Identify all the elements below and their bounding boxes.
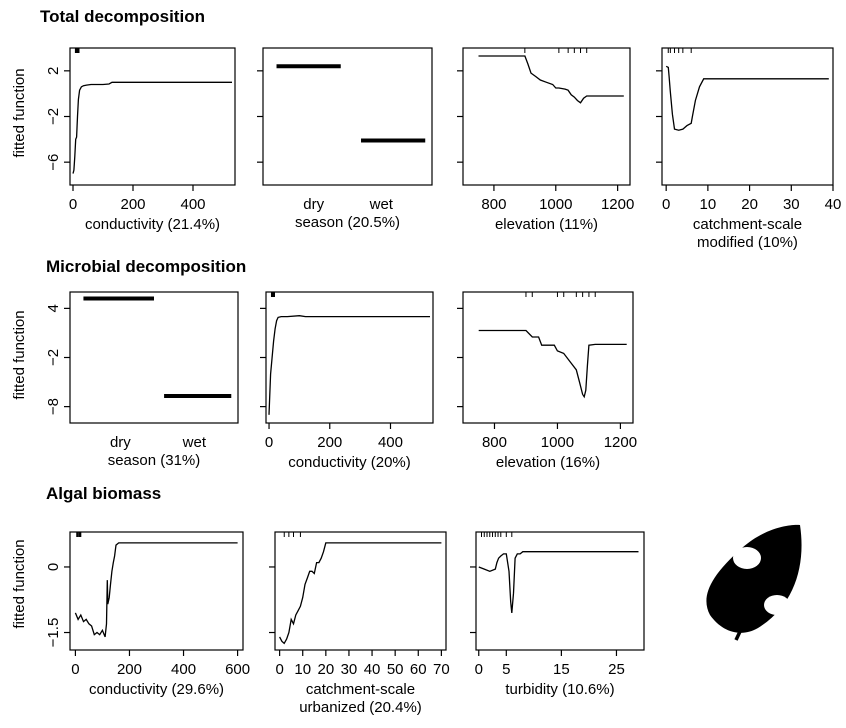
section-title-microbial: Microbial decomposition <box>46 257 247 276</box>
y-axis-label-microbial: fitted function <box>11 310 28 399</box>
x-tick-label: 10 <box>294 661 311 678</box>
x-tick-label: 0 <box>69 196 77 213</box>
x-tick-label: 0 <box>265 434 273 451</box>
x-axis-label: season (31%) <box>108 452 201 469</box>
x-tick-label: 0 <box>71 661 79 678</box>
plot-frame <box>262 47 433 186</box>
fitted-line <box>72 81 232 174</box>
fitted-line <box>478 329 627 399</box>
category-label: dry <box>303 196 324 213</box>
x-axis-label: season (20.5%) <box>295 214 400 231</box>
x-axis-label: elevation (11%) <box>495 216 598 233</box>
y-tick-label: −8 <box>45 398 62 415</box>
x-axis-label: catchment-scale <box>306 681 415 698</box>
plot-frame <box>274 531 447 651</box>
plot-frame <box>69 47 236 186</box>
x-tick-label: 1200 <box>604 434 637 451</box>
y-tick-label: −2 <box>45 349 62 366</box>
x-tick-label: 15 <box>553 661 570 678</box>
x-tick-label: 800 <box>482 434 507 451</box>
plot-frame <box>265 291 434 424</box>
fitted-line <box>74 542 238 638</box>
x-tick-label: 25 <box>608 661 625 678</box>
x-axis-label: catchment-scale <box>693 216 802 233</box>
plot-frame <box>661 47 834 186</box>
y-tick-label: −1.5 <box>45 618 62 648</box>
x-axis-label: conductivity (20%) <box>288 454 411 471</box>
x-tick-label: 200 <box>120 196 145 213</box>
x-tick-label: 0 <box>475 661 483 678</box>
plot-frame <box>69 531 244 651</box>
panel-ab-catchment-urbanized: 0 10 20 30 40 50 60 70 catchment-scaleurbanized … <box>269 531 450 716</box>
plot-frame <box>69 291 239 424</box>
x-tick-label: 30 <box>341 661 358 678</box>
leaf-icon <box>706 524 802 641</box>
plot-frame <box>475 531 645 651</box>
category-label: dry <box>110 434 131 451</box>
plot-frame <box>462 47 631 186</box>
x-tick-label: 10 <box>700 196 717 213</box>
y-tick-label: 0 <box>45 563 62 571</box>
y-axis-labels: fitted function fitted function fitted f… <box>11 68 28 628</box>
x-tick-label: 20 <box>317 661 334 678</box>
y-axis-label-total: fitted function <box>11 68 28 157</box>
x-tick-label: 40 <box>825 196 842 213</box>
x-tick-label: 400 <box>180 196 205 213</box>
x-tick-label: 20 <box>741 196 758 213</box>
y-tick-label: 2 <box>45 67 62 75</box>
x-tick-label: 0 <box>662 196 670 213</box>
x-axis-label: modified (10%) <box>697 234 798 251</box>
y-tick-label: 4 <box>45 304 62 312</box>
y-axis-label-algal: fitted function <box>11 539 28 628</box>
x-axis-label: conductivity (21.4%) <box>85 216 220 233</box>
plot-frame <box>462 291 634 424</box>
x-tick-label: 400 <box>171 661 196 678</box>
x-tick-label: 1000 <box>539 196 572 213</box>
x-tick-label: 1200 <box>601 196 634 213</box>
x-tick-label: 50 <box>387 661 404 678</box>
x-axis-label: urbanized (20.4%) <box>299 699 422 716</box>
category-label: wet <box>369 196 394 213</box>
x-tick-label: 5 <box>502 661 510 678</box>
y-tick-label: −2 <box>45 108 62 125</box>
fitted-line <box>279 542 442 645</box>
y-tick-label: −6 <box>45 154 62 171</box>
x-tick-label: 200 <box>317 434 342 451</box>
fitted-line <box>478 55 624 104</box>
x-axis-label: conductivity (29.6%) <box>89 681 224 698</box>
x-tick-label: 30 <box>783 196 800 213</box>
x-axis-label: turbidity (10.6%) <box>505 681 614 698</box>
x-tick-label: 400 <box>378 434 403 451</box>
fitted-line <box>268 315 430 415</box>
x-tick-label: 600 <box>225 661 250 678</box>
fitted-line <box>478 551 639 613</box>
x-tick-label: 60 <box>410 661 427 678</box>
panel-md-conductivity: 0 200 400 conductivity (20%) <box>260 291 434 471</box>
x-tick-label: 800 <box>481 196 506 213</box>
x-tick-label: 1000 <box>541 434 574 451</box>
x-tick-label: 70 <box>433 661 450 678</box>
fitted-line <box>665 65 829 131</box>
x-tick-label: 200 <box>117 661 142 678</box>
category-label: wet <box>182 434 207 451</box>
panel-td-conductivity: −6 −2 2 0 200 400 conductivity (21.4%) <box>45 47 236 233</box>
section-title-algal: Algal biomass <box>46 484 162 503</box>
x-tick-label: 40 <box>364 661 381 678</box>
x-tick-label: 0 <box>275 661 283 678</box>
x-axis-label: elevation (16%) <box>496 454 600 471</box>
panel-ab-turbidity: 0 5 15 25 turbidity (10.6%) <box>470 531 645 698</box>
section-title-total: Total decomposition <box>40 7 205 26</box>
